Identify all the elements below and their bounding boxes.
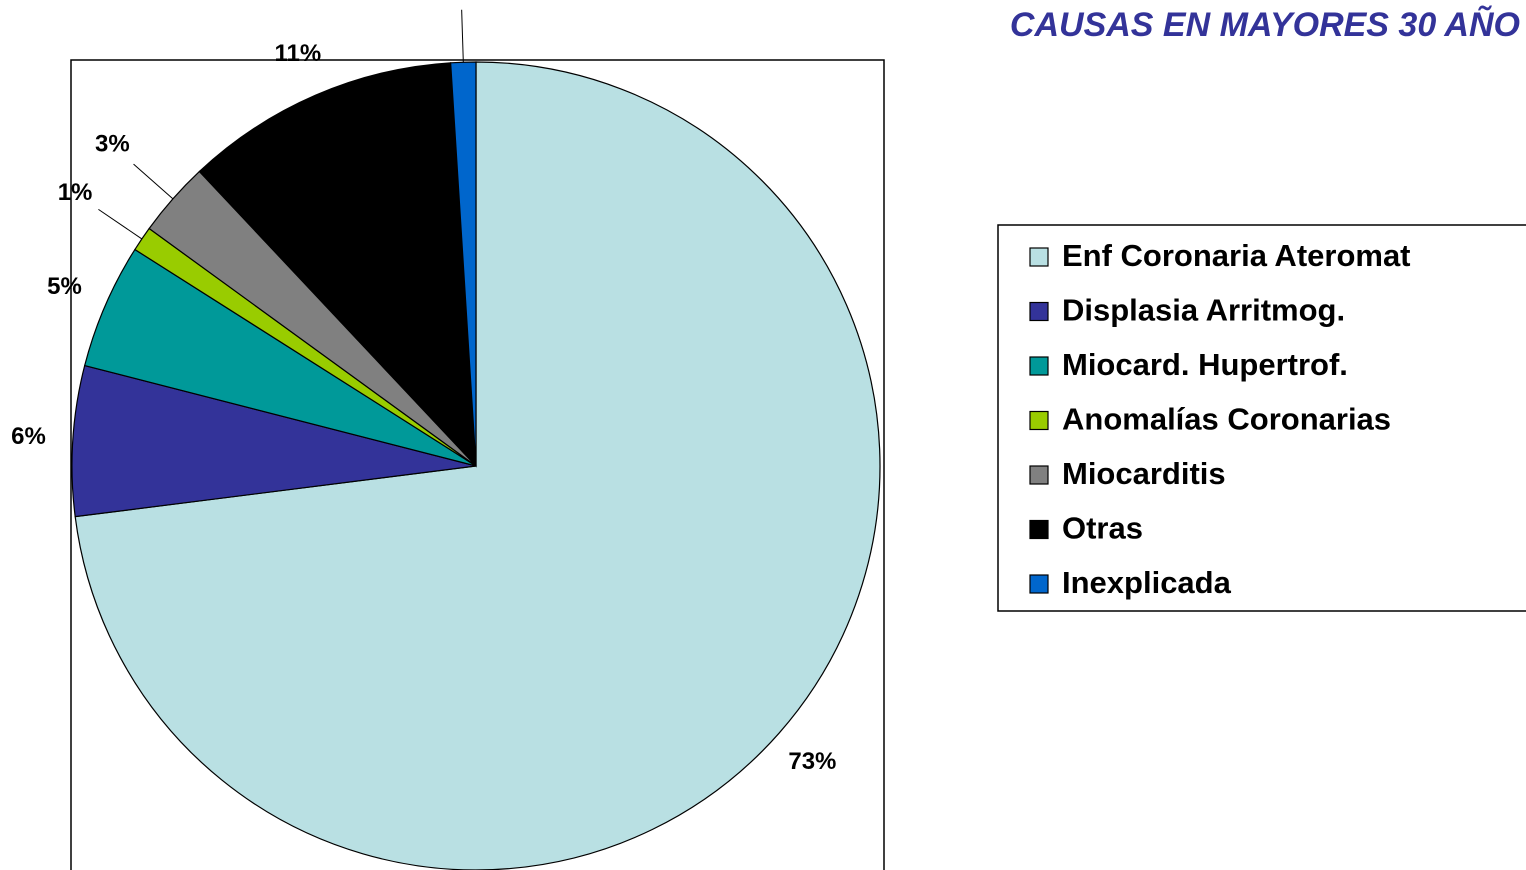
leader-line <box>133 163 174 200</box>
data-label: 5% <box>47 273 82 300</box>
legend-swatch <box>1029 519 1049 540</box>
data-label: 73% <box>788 748 836 775</box>
legend-label: Inexplicada <box>1062 565 1232 600</box>
legend-swatch <box>1029 574 1049 594</box>
leader-line <box>98 208 143 240</box>
pie-slice <box>71 364 477 518</box>
legend-label: Anomalías Coronarias <box>1062 402 1391 437</box>
legend-swatch <box>1029 465 1049 485</box>
data-label: 3% <box>95 131 130 158</box>
legend-swatch <box>1029 301 1049 322</box>
legend-swatch <box>1029 247 1049 267</box>
legend-label: Displasia Arritmog. <box>1062 293 1345 328</box>
leader-line <box>461 9 464 63</box>
pie-slice <box>449 61 477 467</box>
legend-label: Otras <box>1062 511 1143 546</box>
pie-slice <box>198 62 477 468</box>
legend-label: Enf Coronaria Ateromat <box>1062 238 1411 273</box>
data-label: 6% <box>11 423 46 450</box>
legend-label: Miocarditis <box>1062 456 1226 491</box>
legend-label: Miocard. Hupertrof. <box>1062 347 1348 382</box>
legend-swatch <box>1029 356 1049 376</box>
chart-title: CAUSAS EN MAYORES 30 AÑO <box>1010 6 1520 44</box>
legend <box>997 224 1526 612</box>
pie-slice <box>74 61 881 870</box>
data-label: 11% <box>275 40 322 67</box>
legend-swatch <box>1029 410 1049 431</box>
data-label: 1% <box>58 179 93 206</box>
